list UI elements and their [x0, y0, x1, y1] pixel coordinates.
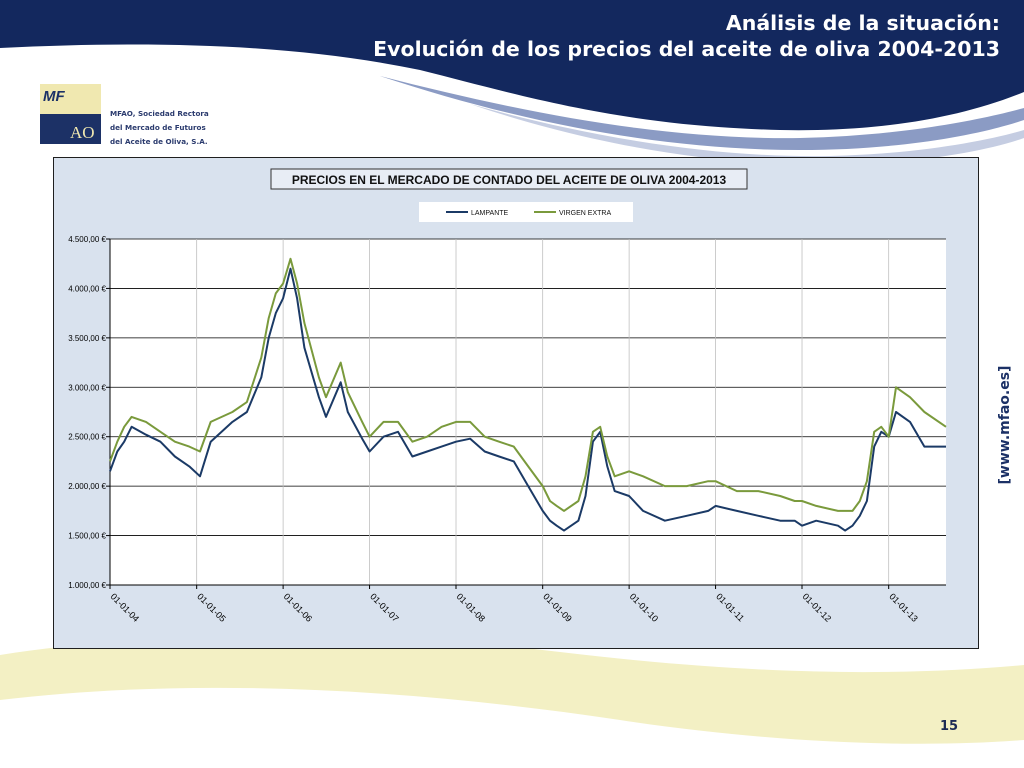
- y-tick-label: 1.000,00 €: [68, 581, 106, 590]
- x-tick-label: 01-01-09: [541, 591, 574, 624]
- header-swoosh-pale: [470, 104, 1024, 165]
- y-tick-label: 3.000,00 €: [68, 383, 106, 392]
- logo-mark-top: MF: [43, 88, 65, 105]
- slide-title-line-1: Análisis de la situación:: [725, 11, 1000, 35]
- footer-white-wave: [0, 687, 1024, 768]
- y-tick-label: 1.500,00 €: [68, 532, 106, 541]
- series-line-lampante: [109, 267, 946, 532]
- mfao-logo: MF AO: [40, 84, 101, 144]
- x-tick-label: 01-01-13: [887, 591, 920, 624]
- legend-label-lampante: LAMPANTE: [471, 210, 509, 217]
- legend-label-virgen-extra: VIRGEN EXTRA: [559, 210, 611, 217]
- x-tick-label: 01-01-07: [368, 591, 401, 624]
- series-line-virgen-extra: [109, 257, 947, 512]
- x-tick-label: 01-01-12: [801, 591, 834, 624]
- header-band: [0, 0, 1024, 131]
- x-tick-label: 01-01-11: [714, 591, 746, 623]
- y-tick-label: 2.000,00 €: [68, 482, 106, 491]
- x-tick-label: 01-01-05: [195, 591, 228, 624]
- y-tick-label: 4.000,00 €: [68, 284, 106, 293]
- logo-mark-bottom: AO: [70, 123, 95, 142]
- logo-company-name: MFAO, Sociedad Rectora del Mercado de Fu…: [110, 107, 209, 149]
- slide-title-line-2: Evolución de los precios del aceite de o…: [373, 37, 1000, 61]
- x-tick-label: 01-01-06: [282, 591, 315, 624]
- chart-title: PRECIOS EN EL MERCADO DE CONTADO DEL ACE…: [292, 173, 727, 187]
- legend-box: [419, 202, 633, 222]
- slide-title: Análisis de la situación: Evolución de l…: [100, 10, 1000, 62]
- price-chart: PRECIOS EN EL MERCADO DE CONTADO DEL ACE…: [68, 168, 947, 624]
- logo-text-line-2: del Mercado de Futuros: [110, 123, 206, 132]
- x-tick-label: 01-01-04: [109, 591, 142, 624]
- side-url[interactable]: [www.mfao.es]: [997, 365, 1013, 485]
- page-number: 15: [940, 719, 959, 734]
- chart-frame: PRECIOS EN EL MERCADO DE CONTADO DEL ACE…: [53, 157, 979, 649]
- x-tick-label: 01-01-08: [455, 591, 488, 624]
- x-tick-label: 01-01-10: [628, 591, 661, 624]
- y-tick-label: 2.500,00 €: [68, 433, 106, 442]
- logo-text-line-1: MFAO, Sociedad Rectora: [110, 109, 209, 118]
- logo-text-line-3: del Aceite de Oliva, S.A.: [110, 137, 208, 146]
- y-tick-label: 4.500,00 €: [68, 235, 106, 244]
- plot-area: [110, 239, 946, 585]
- y-tick-label: 3.500,00 €: [68, 334, 106, 343]
- header-swoosh-light: [380, 76, 1024, 150]
- chart-title-box: [270, 168, 748, 190]
